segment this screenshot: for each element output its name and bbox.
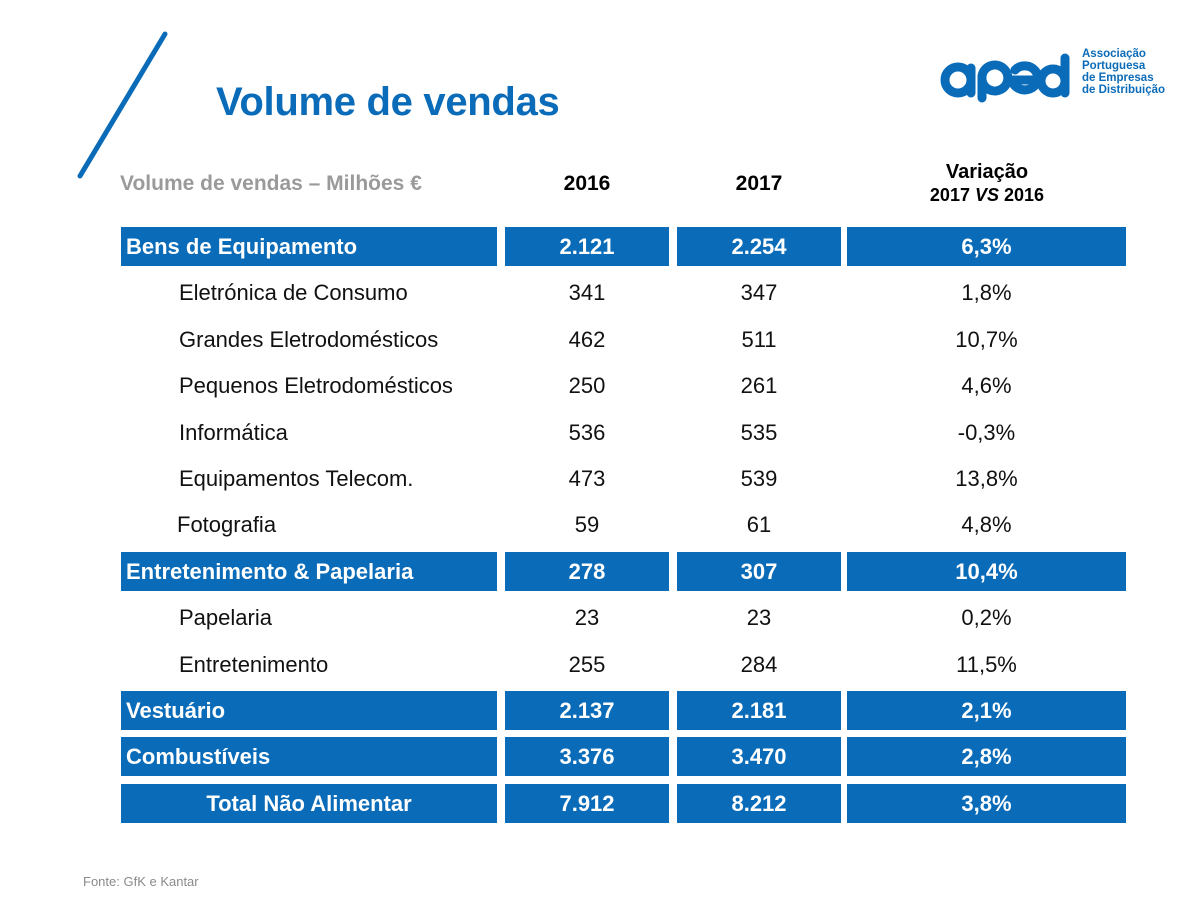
row-variation-cell: 4,8% — [961, 512, 1012, 538]
row-name-cell: Entretenimento & Papelaria — [121, 551, 497, 591]
column-header-2017: 2017 — [735, 172, 783, 195]
row-2016-cell: 250 — [568, 373, 606, 399]
row-name-cell: Fotografia — [177, 512, 277, 538]
variation-header-line2: 2017 VS 2016 — [847, 183, 1127, 207]
row-2016-cell: 536 — [568, 419, 606, 445]
row-variation-cell: 0,2% — [961, 605, 1012, 631]
table-row-subcategory: Grandes Eletrodomésticos 462 511 10,7% — [0, 320, 1200, 366]
variation-header-year-a: 2017 — [929, 185, 970, 205]
row-name-cell: Informática — [179, 419, 288, 445]
row-2016-cell: 2.121 — [505, 227, 669, 266]
row-name-cell: Entretenimento — [179, 651, 329, 677]
row-2017-cell: 347 — [740, 280, 778, 306]
table-row-subcategory: Entretenimento 255 284 11,5% — [0, 645, 1200, 691]
row-2017-cell: 3.470 — [677, 737, 841, 777]
aped-wordmark-icon — [940, 53, 1070, 103]
table-row-category: Vestuário 2.137 2.181 2,1% — [0, 690, 1200, 737]
table-row-category: Entretenimento & Papelaria 278 307 10,4% — [0, 551, 1200, 598]
row-variation-cell: 13,8% — [955, 465, 1018, 491]
decorative-slash-line — [77, 31, 168, 179]
row-2016-cell: 23 — [574, 605, 600, 631]
row-variation-cell: 11,5% — [956, 651, 1017, 677]
row-2016-cell: 59 — [574, 512, 600, 538]
row-variation-cell: 2,8% — [847, 737, 1126, 777]
table-row-total: Total Não Alimentar 7.912 8.212 3,8% — [0, 783, 1200, 830]
row-2017-cell: 23 — [746, 605, 772, 631]
logo-line-1: Associação — [1082, 48, 1146, 60]
row-name-cell: Grandes Eletrodomésticos — [179, 326, 439, 352]
row-name-cell: Combustíveis — [121, 737, 497, 777]
table-row-subcategory: Informática 536 535 -0,3% — [0, 413, 1200, 459]
row-variation-cell: 10,7% — [955, 326, 1018, 352]
row-variation-cell: -0,3% — [957, 419, 1016, 445]
table-row-subcategory: Fotografia 59 61 4,8% — [0, 505, 1200, 551]
table-row-subcategory: Equipamentos Telecom. 473 539 13,8% — [0, 459, 1200, 505]
row-2017-cell: 2.181 — [677, 690, 841, 730]
logo-text: Associação Portuguesa de Empresas de Dis… — [1082, 48, 1165, 96]
row-2016-cell: 3.376 — [505, 737, 669, 777]
row-name-cell: Bens de Equipamento — [121, 227, 497, 266]
table-row-category: Combustíveis 3.376 3.470 2,8% — [0, 737, 1200, 783]
variation-header-line1: Variação — [945, 161, 1029, 183]
row-2017-cell: 2.254 — [677, 227, 841, 266]
row-2017-cell: 307 — [677, 551, 841, 591]
table-row-subcategory: Papelaria 23 23 0,2% — [0, 598, 1200, 644]
row-name-cell: Eletrónica de Consumo — [179, 280, 408, 306]
table-row-subcategory: Pequenos Eletrodomésticos 250 261 4,6% — [0, 366, 1200, 412]
column-header-2016: 2016 — [563, 172, 611, 195]
row-2017-cell: 535 — [740, 419, 778, 445]
row-2016-cell: 2.137 — [505, 690, 669, 730]
source-note: Fonte: GfK e Kantar — [83, 874, 199, 889]
row-variation-cell: 10,4% — [847, 551, 1126, 591]
variation-header-vs: VS — [974, 185, 999, 205]
row-2016-cell: 255 — [568, 651, 606, 677]
row-2017-cell: 511 — [741, 326, 777, 352]
row-variation-cell: 2,1% — [847, 690, 1126, 730]
row-2017-cell: 539 — [740, 465, 778, 491]
row-name-cell: Pequenos Eletrodomésticos — [179, 373, 453, 399]
row-2017-cell: 61 — [746, 512, 772, 538]
row-name-cell: Papelaria — [179, 605, 272, 631]
row-2016-cell: 278 — [505, 551, 669, 591]
variation-header-year-b: 2016 — [1004, 185, 1045, 205]
row-variation-cell: 4,6% — [961, 373, 1012, 399]
sales-table: Bens de Equipamento 2.121 2.254 6,3% Eletrón… — [0, 227, 1200, 830]
row-2016-cell: 341 — [568, 280, 606, 306]
column-header-label: Volume de vendas – Milhões € — [120, 172, 422, 195]
row-2016-cell: 462 — [568, 326, 606, 352]
logo-line-3: de Empresas — [1082, 72, 1154, 84]
row-2017-cell: 8.212 — [677, 783, 841, 823]
row-variation-cell: 6,3% — [847, 227, 1126, 266]
row-variation-cell: 3,8% — [847, 783, 1126, 823]
logo-line-4: de Distribuição — [1082, 84, 1166, 96]
row-2017-cell: 284 — [740, 651, 778, 677]
column-header-variation: Variação 2017 VS 2016 — [847, 161, 1127, 207]
row-variation-cell: 1,8% — [961, 280, 1012, 306]
table-row-subcategory: Eletrónica de Consumo 341 347 1,8% — [0, 273, 1200, 319]
aped-logo: Associação Portuguesa de Empresas de Dis… — [938, 46, 1168, 108]
row-name-cell: Equipamentos Telecom. — [179, 465, 414, 491]
row-name-cell: Vestuário — [121, 690, 497, 730]
table-row-category: Bens de Equipamento 2.121 2.254 6,3% — [0, 227, 1200, 273]
row-2016-cell: 7.912 — [505, 783, 669, 823]
row-2017-cell: 261 — [740, 373, 778, 399]
page-title: Volume de vendas — [216, 80, 560, 124]
row-name-cell: Total Não Alimentar — [121, 783, 497, 823]
row-2016-cell: 473 — [568, 465, 606, 491]
logo-line-2: Portuguesa — [1082, 60, 1146, 72]
